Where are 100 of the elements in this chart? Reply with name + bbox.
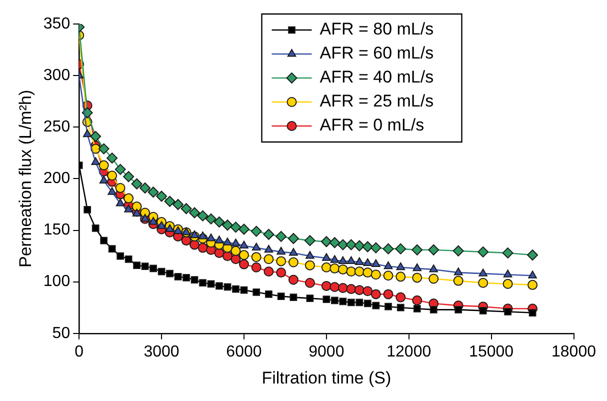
point: [354, 285, 364, 296]
point: [250, 226, 262, 237]
point: [231, 238, 240, 246]
point: [276, 268, 286, 278]
point: [364, 300, 372, 308]
point: [190, 230, 199, 238]
point: [362, 286, 373, 296]
point: [347, 298, 355, 306]
x-tick-label: 15000: [469, 343, 514, 360]
point: [339, 298, 347, 306]
point: [306, 251, 314, 259]
point: [264, 254, 274, 264]
point: [141, 262, 149, 270]
y-tick-label: 300: [43, 66, 70, 84]
legend-label: AFR = 60 mL/s: [320, 44, 434, 63]
point: [346, 266, 356, 277]
point: [430, 306, 438, 314]
point: [527, 250, 538, 261]
point: [277, 292, 285, 300]
point: [504, 308, 512, 316]
point: [124, 204, 133, 212]
point: [338, 256, 348, 264]
point: [276, 246, 286, 255]
point: [230, 222, 242, 233]
point: [412, 272, 422, 283]
point: [338, 264, 348, 274]
point: [116, 198, 125, 206]
point: [528, 280, 538, 290]
point: [346, 239, 357, 250]
point: [320, 236, 332, 248]
point: [238, 224, 250, 235]
point: [115, 182, 126, 193]
point: [428, 274, 439, 284]
point: [216, 282, 223, 290]
point: [222, 220, 233, 231]
point: [238, 259, 249, 270]
point: [502, 247, 514, 258]
point: [330, 282, 340, 292]
point: [371, 259, 380, 268]
point: [240, 240, 248, 248]
x-axis-title: Filtration time (S): [262, 368, 392, 388]
y-tick-label: 250: [43, 118, 70, 136]
legend-label: AFR = 25 mL/s: [320, 92, 434, 111]
x-tick-label: 3000: [144, 343, 180, 360]
point: [478, 246, 489, 258]
point: [412, 263, 422, 272]
point: [265, 290, 272, 298]
point: [329, 237, 340, 248]
point: [82, 129, 92, 138]
y-tick-label: 50: [52, 324, 70, 342]
point: [238, 250, 249, 260]
point: [370, 289, 381, 300]
point: [214, 216, 225, 228]
point: [223, 238, 232, 246]
point: [454, 268, 463, 276]
legend-label: AFR = 0 mL/s: [320, 116, 424, 135]
point: [453, 276, 464, 286]
point: [396, 304, 404, 312]
point: [346, 284, 356, 294]
point: [100, 236, 108, 244]
point: [224, 283, 232, 291]
point: [288, 257, 298, 268]
point: [230, 246, 241, 256]
point: [251, 252, 262, 262]
point: [252, 288, 260, 296]
point: [382, 243, 394, 254]
point: [251, 262, 262, 272]
point: [98, 143, 110, 154]
point: [264, 266, 274, 277]
point: [214, 236, 224, 244]
point: [354, 240, 365, 252]
legend-label: AFR = 40 mL/s: [320, 68, 434, 87]
point: [384, 302, 392, 310]
point: [396, 262, 406, 270]
point: [321, 262, 332, 272]
point: [123, 171, 134, 182]
point: [198, 242, 208, 253]
point: [240, 286, 248, 294]
point: [124, 255, 132, 263]
point: [252, 242, 261, 251]
point: [396, 292, 406, 302]
point: [206, 213, 217, 224]
point: [92, 224, 100, 232]
point: [156, 190, 168, 202]
point: [502, 278, 513, 289]
point: [276, 256, 286, 266]
point: [182, 274, 190, 282]
point: [330, 296, 338, 304]
point: [355, 257, 364, 265]
point: [322, 253, 331, 261]
point: [412, 244, 423, 256]
point: [189, 207, 200, 218]
point: [479, 307, 487, 314]
point: [116, 252, 124, 260]
point: [165, 224, 174, 232]
point: [383, 289, 394, 300]
point: [124, 193, 134, 204]
point: [108, 187, 116, 195]
y-tick-label: 350: [43, 15, 70, 32]
point: [395, 243, 406, 254]
